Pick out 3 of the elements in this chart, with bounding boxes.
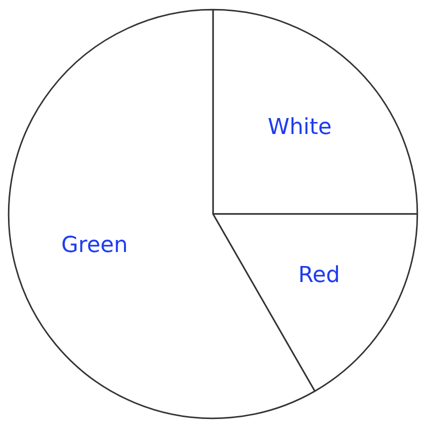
slice-label: Red: [298, 262, 340, 288]
slice-label: Green: [61, 233, 128, 258]
slice-label: White: [268, 114, 332, 140]
